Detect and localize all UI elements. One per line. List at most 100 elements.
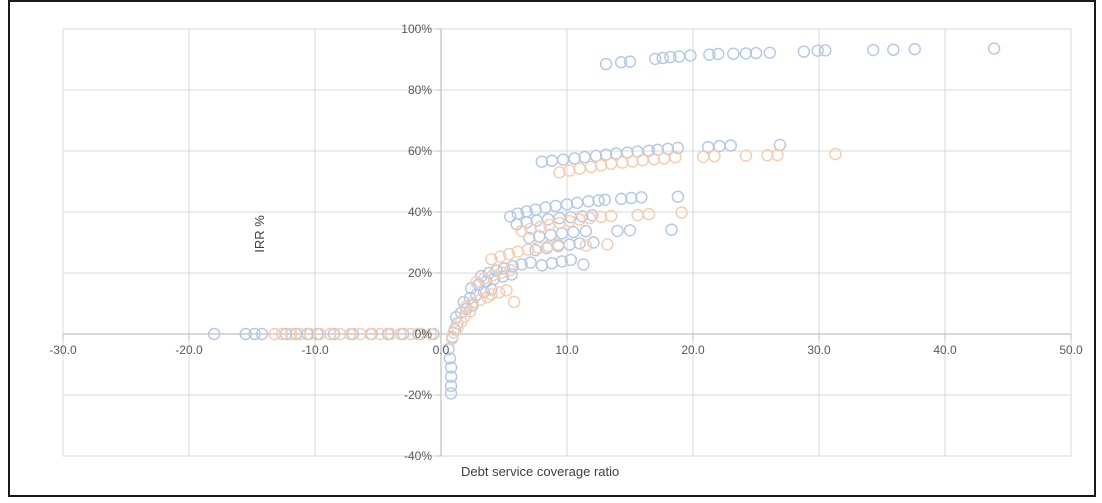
data-point [495, 266, 508, 279]
data-point [568, 152, 581, 165]
data-point [625, 191, 638, 205]
data-point [515, 224, 528, 238]
x-tick-label: -30.0 [49, 343, 77, 357]
data-point [761, 149, 774, 162]
data-point [515, 258, 528, 271]
data-point [466, 296, 479, 310]
data-point [447, 326, 460, 339]
data-point [623, 55, 637, 68]
data-point [444, 370, 458, 383]
x-tick-label: 10.0 [555, 343, 579, 357]
data-point [642, 207, 656, 221]
data-point [635, 191, 648, 204]
data-point [656, 51, 669, 65]
data-point [567, 225, 580, 239]
y-tick-label: -40% [404, 449, 432, 463]
data-point [671, 141, 685, 155]
data-point [773, 138, 787, 152]
data-point [739, 47, 753, 60]
data-point [614, 192, 628, 206]
y-tick-label: 20% [408, 266, 432, 280]
data-point [578, 150, 591, 164]
data-point [887, 43, 900, 56]
data-point [587, 236, 600, 249]
data-point [573, 162, 586, 175]
data-point [589, 149, 603, 163]
data-point [524, 256, 537, 269]
data-point [598, 193, 611, 207]
data-point [255, 327, 269, 341]
data-point [614, 56, 628, 69]
y-tick-label: 60% [408, 144, 432, 158]
data-point [444, 379, 458, 393]
data-point [647, 153, 661, 166]
data-point [444, 361, 458, 374]
chart-area: -30.0 -20.0 -10.0 0.0 10.0 20.0 30.0 40.0 50.0 -4… [8, 0, 1096, 497]
data-point [481, 290, 494, 304]
data-point [521, 243, 535, 256]
data-point [594, 210, 608, 224]
data-point [545, 257, 559, 270]
data-point [623, 224, 637, 237]
data-point [601, 238, 614, 251]
data-point [500, 284, 513, 297]
data-point [727, 47, 740, 60]
data-point [582, 195, 595, 208]
data-point [712, 47, 725, 61]
data-point [696, 150, 710, 163]
data-point [470, 275, 483, 289]
data-point [616, 156, 629, 169]
scatter-chart: -30.0 -20.0 -10.0 0.0 10.0 20.0 30.0 40.0 50.0 -4… [49, 22, 1083, 479]
data-point [671, 190, 685, 203]
data-point [549, 199, 562, 213]
data-point [374, 327, 387, 341]
data-point [583, 211, 596, 225]
y-tick-label: 80% [408, 83, 432, 97]
data-point [444, 387, 458, 400]
data-point [564, 253, 577, 267]
data-point [553, 166, 566, 179]
data-point [463, 305, 477, 318]
data-point [545, 154, 559, 167]
data-point [207, 327, 221, 341]
data-point [239, 327, 252, 341]
data-point [555, 227, 569, 240]
data-point [544, 228, 557, 242]
data-point [303, 327, 317, 341]
data-point [563, 214, 576, 228]
data-point [763, 46, 777, 59]
data-point [669, 151, 682, 164]
data-point [584, 160, 598, 174]
data-point [579, 239, 593, 252]
data-point [364, 327, 377, 341]
data-point [485, 253, 498, 266]
data-point [485, 283, 498, 296]
y-tick-label: -20% [404, 388, 432, 402]
data-point [494, 250, 507, 263]
data-point [611, 224, 624, 238]
data-point [579, 225, 593, 238]
data-point [724, 139, 737, 152]
y-tick-label: 40% [408, 205, 432, 219]
data-point [394, 327, 407, 341]
data-point [502, 247, 516, 261]
data-point [664, 50, 677, 64]
x-tick-label: -20.0 [175, 343, 203, 357]
data-point [276, 327, 289, 341]
data-point [485, 288, 498, 301]
data-point [636, 153, 649, 167]
data-point [535, 155, 548, 168]
data-point [592, 194, 605, 207]
data-point [284, 327, 298, 341]
data-point [563, 238, 576, 251]
data-point [703, 48, 716, 61]
tick-labels: -30.0 -20.0 -10.0 0.0 10.0 20.0 30.0 40.0 50.0 -4… [49, 22, 1083, 463]
data-point [575, 210, 589, 223]
x-tick-label: 0.0 [433, 343, 450, 357]
data-point [248, 327, 261, 341]
data-point [486, 269, 499, 282]
data-point [443, 352, 457, 365]
data-point [684, 49, 697, 62]
data-point [535, 259, 548, 272]
data-point [504, 210, 517, 223]
